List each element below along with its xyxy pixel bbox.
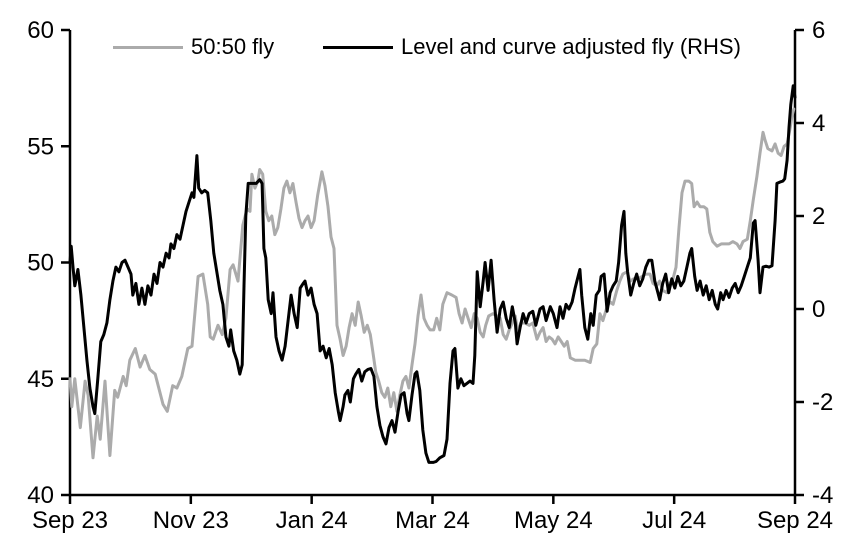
left-axis-tick-label: 50	[27, 250, 54, 277]
x-axis-tick-label: Sep 24	[757, 507, 833, 534]
axis-ticks-group	[61, 28, 804, 504]
x-axis-tick-label: Nov 23	[153, 507, 229, 534]
right-axis-tick-label: 2	[812, 203, 825, 230]
right-axis-tick-label: -2	[812, 389, 833, 416]
series-line-5050-fly	[68, 107, 796, 460]
left-axis-tick-label: 45	[27, 366, 54, 393]
x-axis-tick-label: May 24	[514, 507, 593, 534]
x-axis-tick-label: Mar 24	[395, 507, 470, 534]
right-axis-tick-label: 6	[812, 17, 825, 44]
series-line-level-curve-adjusted-fly	[68, 84, 797, 464]
x-axis-tick-label: Jan 24	[276, 507, 348, 534]
left-axis-tick-label: 55	[27, 133, 54, 160]
right-axis-tick-label: 4	[812, 110, 825, 137]
left-axis-tick-label: 60	[27, 17, 54, 44]
series-group	[68, 84, 797, 464]
axis-labels-group: 60 55 50 45 40 6 4 2 0 -2 -4 Sep 23 Nov 23 Jan 24 Mar …	[27, 17, 833, 534]
x-axis-tick-label: Jul 24	[642, 507, 706, 534]
x-axis-tick-label: Sep 23	[32, 507, 108, 534]
left-axis-tick-label: 40	[27, 482, 54, 509]
right-axis-tick-label: -4	[812, 482, 833, 509]
right-axis-tick-label: 0	[812, 296, 825, 323]
